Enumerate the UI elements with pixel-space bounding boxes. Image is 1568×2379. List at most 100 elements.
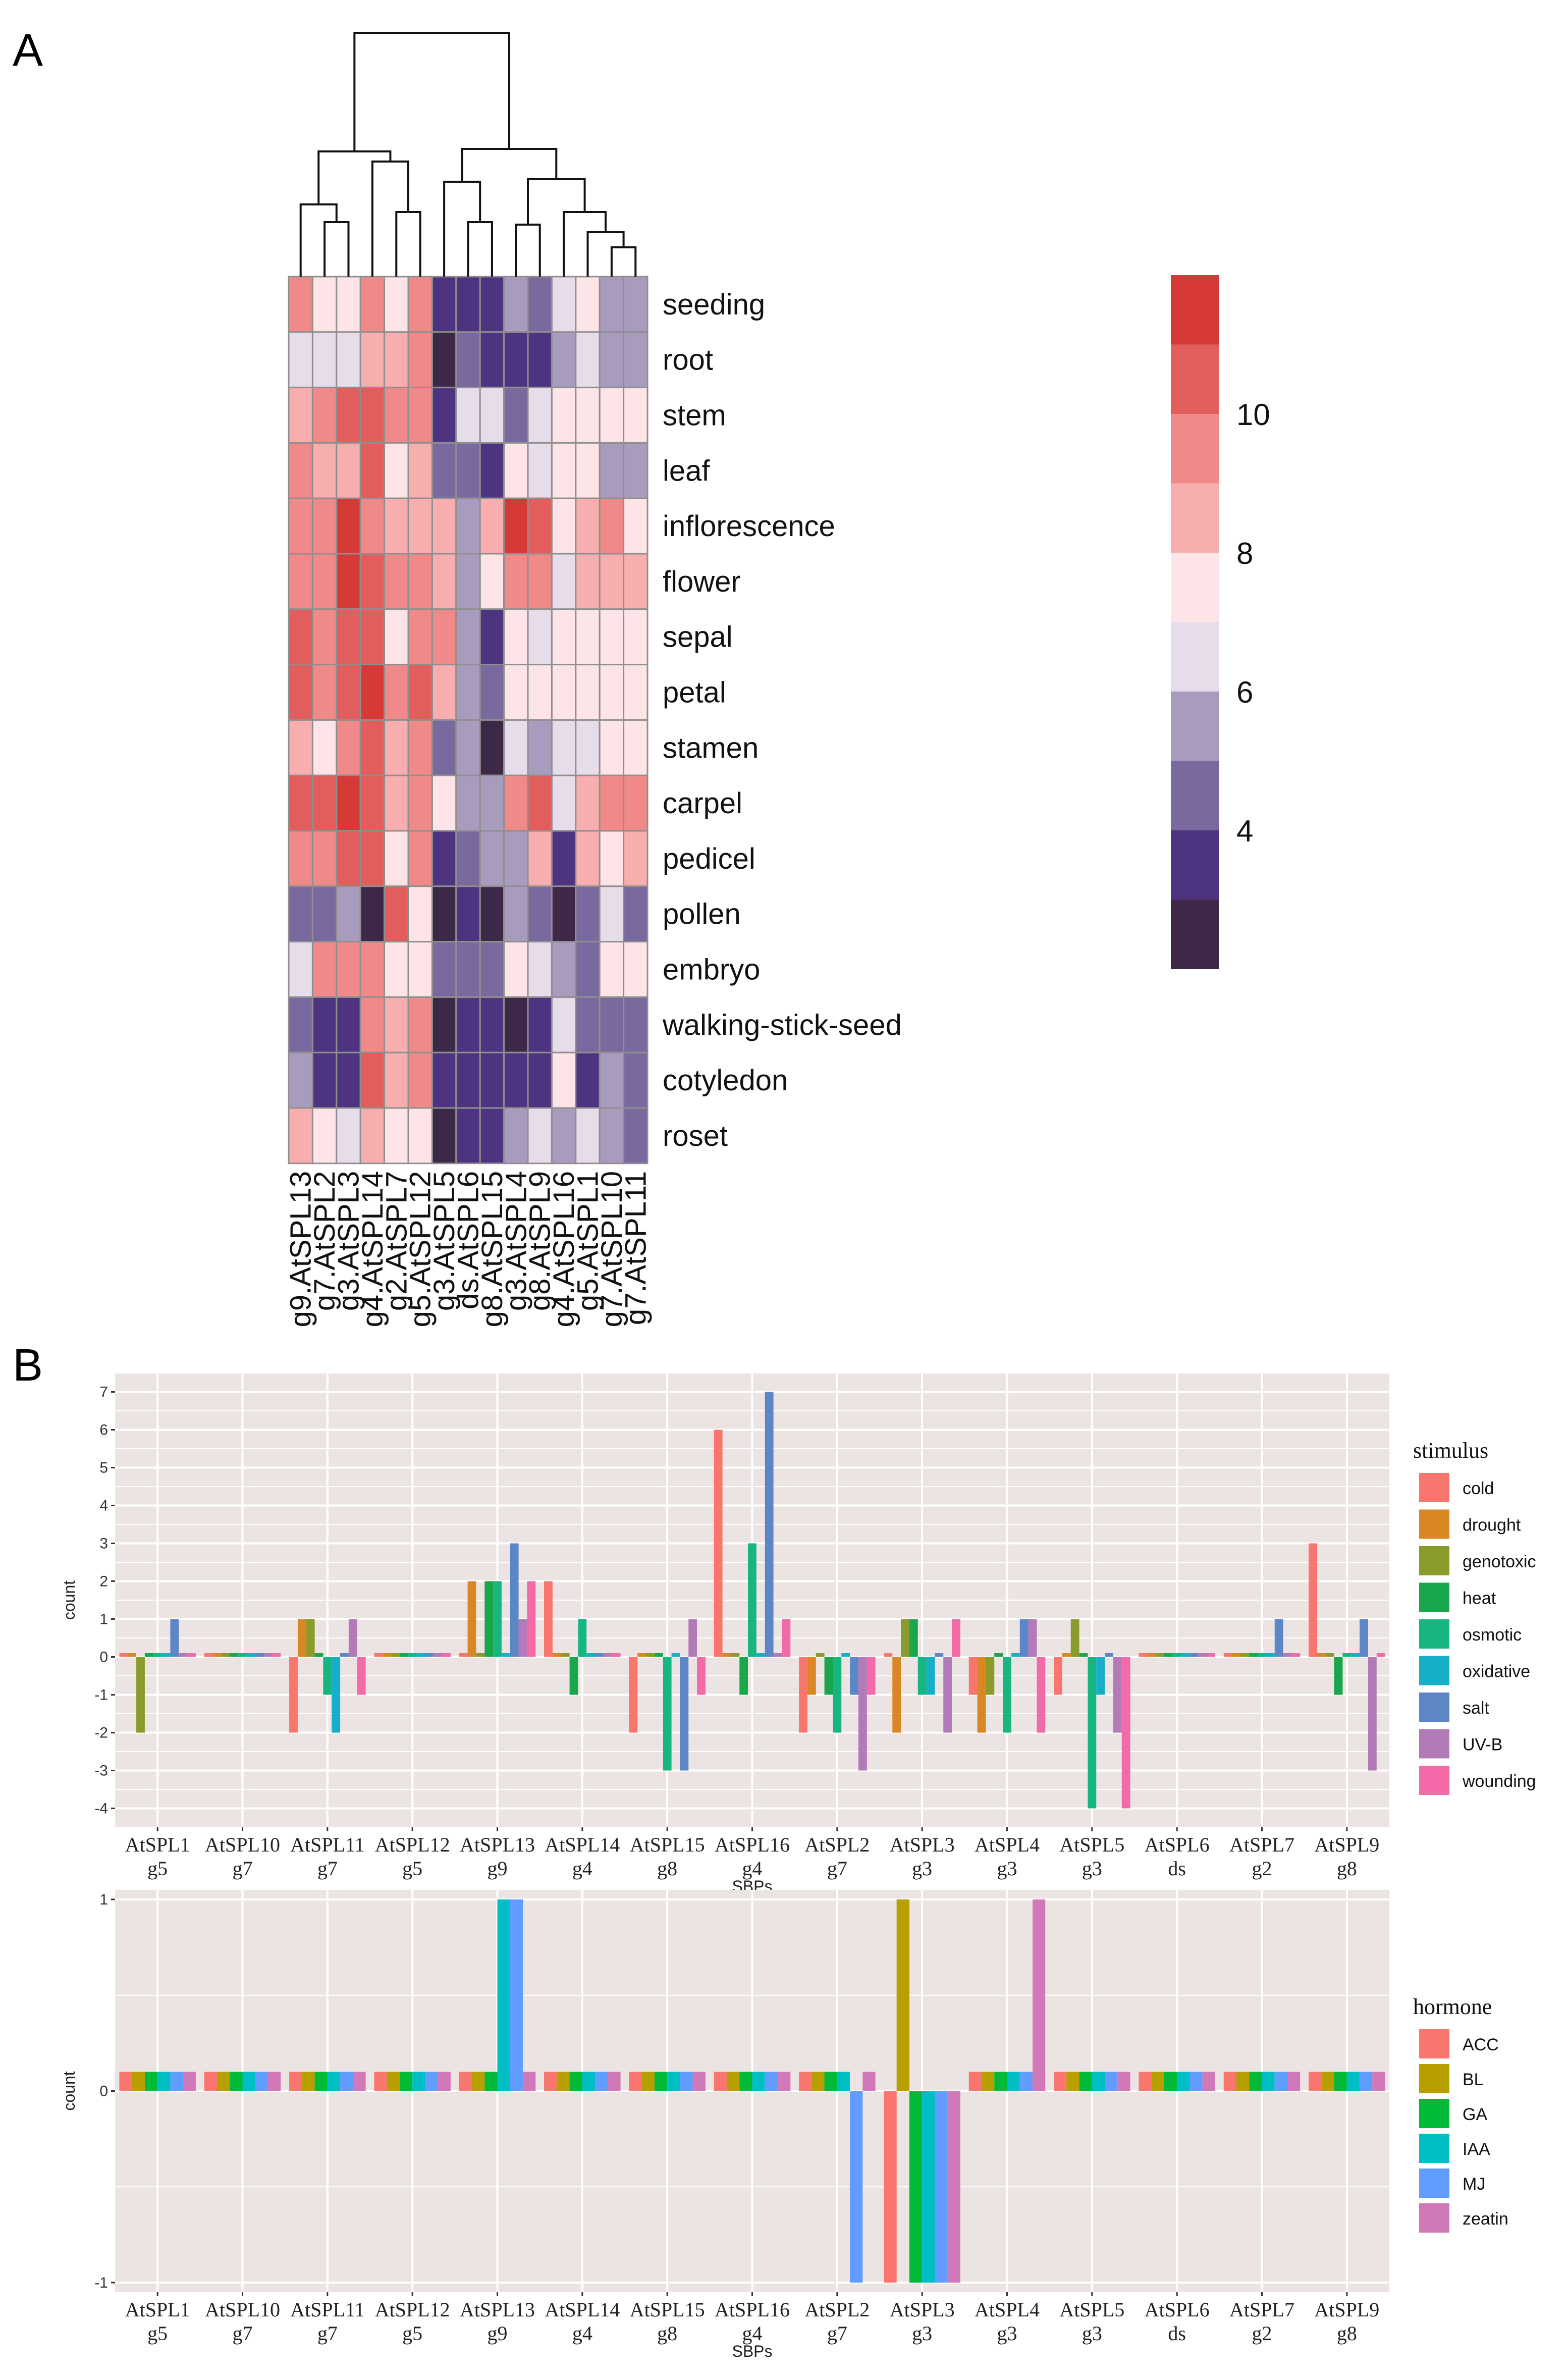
- bar: [680, 1657, 689, 1771]
- bar: [391, 1653, 400, 1657]
- heatmap-cell: [407, 719, 433, 776]
- heatmap-cell: [359, 664, 386, 721]
- heatmap-cell: [527, 996, 553, 1053]
- bar: [472, 2072, 485, 2091]
- bar: [327, 2072, 341, 2091]
- legend-label: osmotic: [1463, 1625, 1522, 1645]
- y-tick-label: 0: [99, 2083, 108, 2100]
- heatmap-cell: [503, 996, 529, 1053]
- bar: [183, 2072, 196, 2091]
- heatmap-cell: [503, 608, 529, 666]
- bar: [1249, 1653, 1258, 1657]
- heatmap-cell: [455, 497, 481, 555]
- heatmap-cell: [599, 996, 625, 1053]
- heatmap-cell: [431, 608, 457, 666]
- heatmap-cell: [311, 497, 338, 555]
- x-group-label: g7: [827, 2322, 847, 2345]
- x-tick-label: AtSPL5: [1059, 1833, 1124, 1856]
- heatmap-cell: [599, 1051, 625, 1109]
- bar: [204, 1653, 213, 1657]
- heatmap-cell: [599, 331, 625, 389]
- row-label: petal: [663, 676, 726, 709]
- heatmap-cell: [311, 996, 338, 1053]
- heatmap-cell: [479, 553, 505, 610]
- bar: [612, 1653, 621, 1657]
- heatmap-cell: [384, 442, 409, 499]
- bar: [255, 2072, 268, 2091]
- heatmap-cell: [311, 608, 338, 666]
- heatmap-cell: [431, 442, 457, 499]
- bar: [1346, 2072, 1360, 2091]
- heatmap-cell: [623, 387, 648, 444]
- bar: [884, 2091, 897, 2283]
- x-tick-label: AtSPL2: [804, 1833, 870, 1856]
- legend-swatch: [1419, 1509, 1449, 1539]
- bar: [752, 2072, 765, 2091]
- heatmap-cell: [599, 1107, 625, 1165]
- bar: [608, 2072, 621, 2091]
- heatmap-cell: [407, 830, 433, 887]
- bar: [896, 1899, 909, 2091]
- bar: [799, 2072, 812, 2091]
- bar: [1287, 2072, 1301, 2091]
- heatmap-cell: [359, 830, 386, 887]
- bar: [557, 2072, 570, 2091]
- x-tick-label: AtSPL10: [205, 1833, 280, 1856]
- bar: [778, 2072, 791, 2091]
- bar: [812, 2072, 825, 2091]
- legend-label: BL: [1463, 2070, 1484, 2089]
- heatmap-cell: [623, 941, 648, 998]
- bar: [824, 2072, 837, 2091]
- x-tick-label: AtSPL4: [975, 2298, 1040, 2321]
- bar: [510, 1899, 523, 2091]
- heatmap-cell: [503, 774, 529, 832]
- bar: [246, 1653, 255, 1657]
- row-label: stem: [663, 399, 726, 432]
- heatmap-cell: [503, 276, 529, 333]
- bar: [1368, 1657, 1377, 1771]
- bar: [1033, 1899, 1046, 2091]
- heatmap-cell: [384, 387, 409, 444]
- heatmap-cell: [359, 331, 386, 389]
- x-group-label: g7: [233, 2322, 253, 2345]
- legend-label: IAA: [1463, 2140, 1490, 2159]
- heatmap-cell: [431, 830, 457, 887]
- bar: [773, 1653, 782, 1657]
- heatmap-cell: [527, 774, 553, 832]
- bar: [731, 1653, 740, 1657]
- bar: [552, 1653, 561, 1657]
- heatmap-cell: [527, 331, 553, 389]
- bar: [302, 2072, 315, 2091]
- heatmap-cell: [623, 664, 648, 721]
- heatmap-cell: [479, 996, 505, 1053]
- x-group-label: g7: [317, 1857, 338, 1880]
- heatmap-cell: [455, 941, 481, 998]
- heatmap-cell: [623, 1051, 648, 1109]
- heatmap-cell: [479, 276, 505, 333]
- bar: [387, 2072, 400, 2091]
- bar: [1054, 1657, 1062, 1695]
- heatmap-cell: [551, 941, 577, 998]
- bar: [824, 1657, 833, 1695]
- heatmap-cell: [359, 442, 386, 499]
- heatmap-cell: [288, 941, 313, 998]
- colorbar-swatch: [1171, 900, 1219, 969]
- heatmap-cell: [431, 276, 457, 333]
- bar: [1011, 1653, 1020, 1657]
- bar: [977, 1657, 986, 1733]
- bar: [1028, 1619, 1037, 1657]
- bar: [727, 2072, 740, 2091]
- bar: [748, 1543, 756, 1657]
- bar: [217, 2072, 230, 2091]
- x-tick-label: AtSPL16: [715, 1833, 790, 1856]
- colorbar-tick-label: 8: [1236, 537, 1253, 570]
- heatmap-cell: [623, 996, 648, 1053]
- heatmap-cell: [575, 497, 601, 555]
- bar: [561, 1653, 570, 1657]
- legend-label: zeatin: [1463, 2209, 1508, 2229]
- bar: [1309, 1543, 1317, 1657]
- heatmap-cell: [599, 553, 625, 610]
- legend-swatch: [1419, 2134, 1449, 2163]
- bar: [641, 2072, 655, 2091]
- colorbar-tick-label: 6: [1236, 675, 1253, 709]
